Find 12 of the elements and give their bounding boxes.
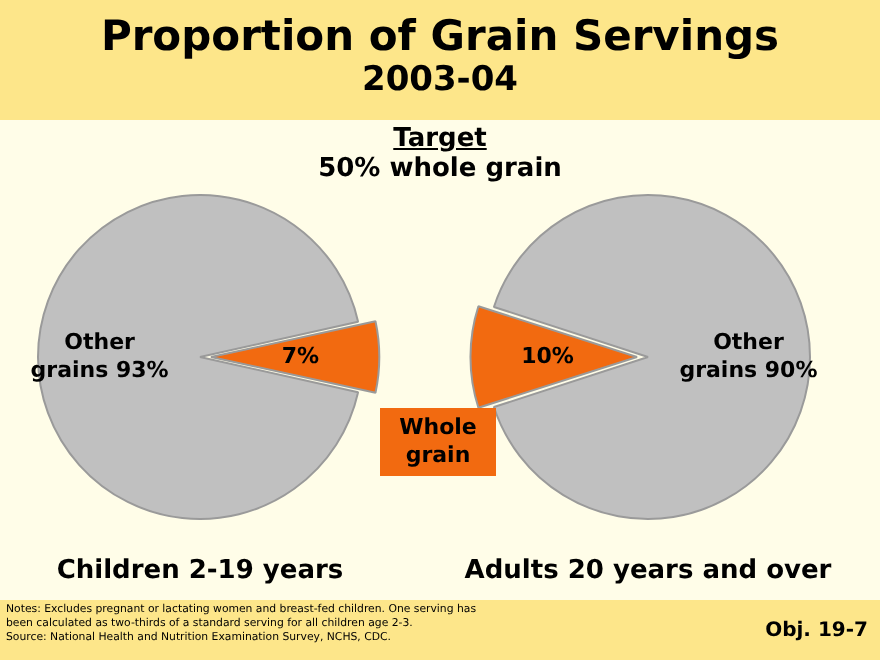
chart-subtitle: 2003-04 (359, 60, 521, 100)
slice-label: Whole grain (380, 414, 496, 470)
data-label: 7% (281, 342, 320, 369)
text: Adults 20 years and over (462, 556, 834, 586)
data-label: 10% (521, 342, 574, 369)
text: Children 2-19 years (54, 556, 346, 586)
text: Target (391, 124, 489, 154)
chart-title: Proportion of Grain Servings (98, 12, 782, 60)
slice-label: Other grains 90% (679, 328, 818, 383)
slice-label: Other grains 93% (30, 328, 169, 383)
text: 50% whole grain (316, 154, 564, 184)
text: Obj. 19-7 (765, 620, 868, 642)
